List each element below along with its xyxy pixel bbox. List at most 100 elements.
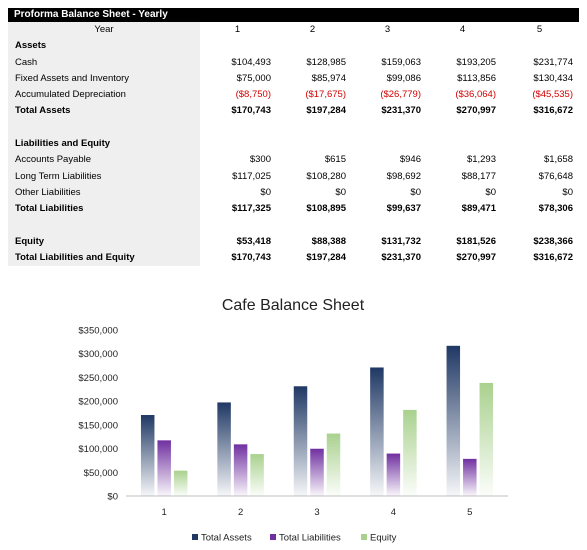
y-tick-label: $300,000 (78, 349, 118, 360)
table-row (8, 217, 579, 234)
table-cell (350, 218, 425, 234)
table-cell: $316,672 (533, 105, 573, 117)
table-cell (275, 136, 350, 152)
table-cell (500, 136, 579, 152)
table-cell: $108,280 (306, 170, 346, 182)
table-cell: $270,997 (456, 105, 496, 117)
table-cell: $99,637 (386, 203, 421, 215)
bar-total-assets (217, 402, 231, 496)
table-cell: $0 (335, 186, 346, 198)
y-tick-label: $150,000 (78, 420, 118, 431)
table-cell: $170,743 (231, 252, 271, 264)
table-cell: $53,418 (236, 235, 271, 247)
table-cell: ($26,779) (380, 89, 421, 101)
table-cell: $85,974 (311, 72, 346, 84)
bar-equity (479, 382, 494, 496)
y-tick-label: $250,000 (78, 373, 118, 384)
year-header: 4 (459, 24, 466, 35)
table-cell: $159,063 (381, 56, 421, 68)
chart-title: Cafe Balance Sheet (222, 297, 365, 314)
table-row: Accumulated Depreciation ($8,750) ($17,675… (8, 87, 579, 104)
table-cell (200, 38, 275, 54)
row-label (8, 119, 200, 137)
x-tick-label: 4 (391, 507, 396, 518)
balance-sheet-table: Proforma Balance Sheet - Yearly Year 1 2… (8, 8, 579, 267)
year-header: 3 (384, 24, 391, 35)
row-label: Cash (8, 54, 200, 71)
table-cell (200, 120, 275, 136)
bar-total-assets (446, 345, 461, 496)
legend-swatch (361, 534, 367, 540)
table-cell (200, 136, 275, 152)
y-tick-label: $200,000 (78, 397, 118, 408)
table-cell: ($8,750) (235, 89, 271, 101)
table-cell: $170,743 (231, 105, 271, 117)
table-cell: $78,306 (538, 203, 573, 215)
table-cell: $98,692 (386, 170, 421, 182)
table-cell (425, 120, 500, 136)
table-cell (425, 136, 500, 152)
table-cell: $113,856 (457, 72, 496, 84)
table-cell: $197,284 (306, 105, 346, 117)
table-cell: $270,997 (456, 252, 496, 264)
x-tick-label: 1 (162, 507, 167, 518)
table-cell: $231,370 (381, 105, 421, 117)
row-label: Total Liabilities (8, 201, 200, 218)
legend-label: Total Liabilities (279, 533, 341, 544)
table-cell: $117,325 (231, 203, 271, 215)
table-row: Equity $53,418 $88,388 $131,732 $181,526 $238… (8, 233, 579, 251)
table-cell (425, 38, 500, 54)
table-cell: $300 (249, 154, 271, 166)
bar-total-liabilities (157, 440, 171, 496)
bar-equity (250, 454, 264, 496)
year-header: 2 (309, 24, 316, 35)
sheet-title: Proforma Balance Sheet - Yearly (8, 8, 579, 22)
y-tick-label: $50,000 (84, 468, 118, 479)
x-tick-label: 2 (238, 507, 243, 518)
table-cell: $131,732 (381, 235, 421, 247)
table-row: Liabilities and Equity (8, 136, 579, 153)
table-cell: $76,648 (538, 170, 573, 182)
bar-total-liabilities (463, 458, 477, 496)
legend-swatch (192, 534, 198, 540)
table-row: Assets (8, 38, 579, 55)
bar-equity (173, 470, 188, 496)
row-label: Assets (8, 38, 200, 55)
table-row (8, 119, 579, 137)
table-cell: $88,177 (461, 170, 496, 182)
table-cell: $108,895 (306, 203, 346, 215)
table-cell: $197,284 (306, 252, 346, 264)
table-cell: $0 (410, 186, 421, 198)
bar-total-assets (293, 386, 308, 496)
table-cell: $231,370 (381, 252, 421, 264)
table-cell: $88,388 (311, 235, 346, 247)
table-cell: $193,205 (456, 56, 496, 68)
row-label: Accounts Payable (8, 152, 200, 169)
year-label: Year (8, 22, 200, 39)
table-row: Total Liabilities $117,325 $108,895 $99,637… (8, 201, 579, 218)
bar-equity (326, 433, 341, 496)
y-tick-label: $350,000 (78, 326, 118, 337)
table-cell (350, 38, 425, 54)
table-cell: $1,293 (466, 154, 496, 166)
table-cell (350, 136, 425, 152)
table-cell (275, 38, 350, 54)
y-tick-label: $100,000 (78, 444, 118, 455)
table-cell: $238,366 (533, 235, 573, 247)
legend-label: Equity (370, 533, 397, 544)
table-cell: ($36,064) (455, 89, 496, 101)
row-label: Equity (8, 233, 200, 251)
y-tick-label: $0 (107, 492, 118, 503)
bar-total-liabilities (233, 444, 248, 496)
table-cell: $117,025 (232, 170, 271, 182)
row-label: Total Assets (8, 103, 200, 120)
table-row: Long Term Liabilities $117,025 $108,280 $98… (8, 168, 579, 185)
year-header: 1 (234, 24, 241, 35)
table-cell: ($45,535) (532, 89, 573, 101)
table-cell: $104,493 (231, 56, 271, 68)
table-cell: $181,526 (456, 235, 496, 247)
table-cell: $130,434 (533, 72, 573, 84)
table-cell: $89,471 (461, 203, 496, 215)
row-label: Fixed Assets and Inventory (8, 70, 200, 88)
table-row: Total Liabilities and Equity $170,743 $197… (8, 250, 579, 267)
